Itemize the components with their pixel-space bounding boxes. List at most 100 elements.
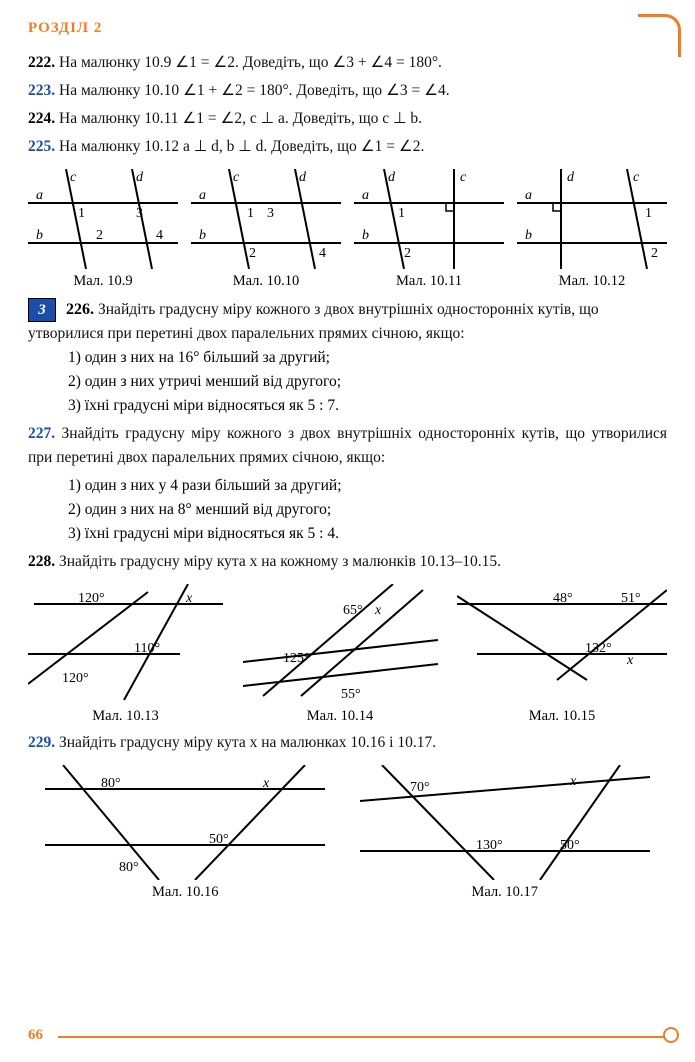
caption: Мал. 10.15: [457, 708, 667, 725]
caption: Мал. 10.11: [354, 273, 504, 290]
svg-text:b: b: [36, 228, 43, 243]
caption: Мал. 10.9: [28, 273, 178, 290]
diagrams-row-2: 120° x 110° 120° Мал. 10.13 65° x 125° 55° Мал…: [28, 584, 667, 725]
caption: Мал. 10.12: [517, 273, 667, 290]
svg-text:c: c: [233, 170, 240, 185]
svg-text:c: c: [70, 170, 77, 185]
svg-text:1: 1: [645, 206, 652, 221]
problem-226-sub1: 1) один з них на 16° більший за другий;: [68, 346, 667, 370]
problem-222: 222. На малюнку 10.9 ∠1 = ∠2. Доведіть, …: [28, 51, 667, 75]
svg-text:125°: 125°: [283, 651, 310, 666]
problem-227: 227. Знайдіть градусну міру кожного з дв…: [28, 422, 667, 470]
svg-text:70°: 70°: [410, 780, 430, 795]
caption: Мал. 10.16: [45, 884, 325, 901]
problem-text: На малюнку 10.9 ∠1 = ∠2. Доведіть, що ∠3…: [59, 54, 442, 71]
svg-text:b: b: [199, 228, 206, 243]
svg-text:2: 2: [249, 246, 256, 261]
problem-number: 223.: [28, 82, 55, 99]
svg-text:2: 2: [651, 246, 658, 261]
svg-text:110°: 110°: [134, 641, 160, 656]
svg-text:1: 1: [398, 206, 405, 221]
problem-227-sub2: 2) один з них на 8° менший від другого;: [68, 498, 667, 522]
svg-text:x: x: [374, 603, 382, 618]
svg-text:4: 4: [156, 228, 163, 243]
problem-229: 229. Знайдіть градусну міру кута x на ма…: [28, 731, 667, 755]
page-number: 66: [28, 1027, 43, 1044]
svg-text:x: x: [626, 653, 634, 668]
svg-text:1: 1: [247, 206, 254, 221]
svg-text:120°: 120°: [62, 671, 89, 686]
svg-text:x: x: [262, 776, 270, 791]
footer-circle-icon: [663, 1027, 679, 1043]
problem-227-sub1: 1) один з них у 4 рази більший за другий…: [68, 474, 667, 498]
caption: Мал. 10.10: [191, 273, 341, 290]
svg-text:3: 3: [136, 206, 143, 221]
diagram-10-13: 120° x 110° 120° Мал. 10.13: [28, 584, 223, 725]
diagram-10-9: c d a b 1 3 2 4 Мал. 10.9: [28, 169, 178, 290]
diagram-10-10: c d a b 13 2 4 Мал. 10.10: [191, 169, 341, 290]
page: РОЗДІЛ 2 222. На малюнку 10.9 ∠1 = ∠2. Д…: [0, 0, 695, 1062]
svg-text:a: a: [199, 188, 206, 203]
svg-text:51°: 51°: [621, 591, 641, 606]
svg-text:65°: 65°: [343, 603, 363, 618]
problem-number: 224.: [28, 110, 55, 127]
diagram-10-16: 80° x 80° 50° Мал. 10.16: [45, 765, 325, 901]
footer-line: [58, 1036, 673, 1038]
svg-text:132°: 132°: [585, 641, 612, 656]
svg-text:4: 4: [319, 246, 326, 261]
svg-text:a: a: [525, 188, 532, 203]
svg-text:c: c: [633, 170, 640, 185]
svg-text:120°: 120°: [78, 591, 105, 606]
svg-text:1: 1: [78, 206, 85, 221]
problem-227-sub3: 3) їхні градусні міри відносяться як 5 :…: [68, 522, 667, 546]
corner-decoration: [638, 14, 681, 57]
svg-text:b: b: [362, 228, 369, 243]
svg-text:50°: 50°: [560, 838, 580, 853]
svg-text:55°: 55°: [341, 687, 361, 702]
problem-text: Знайдіть градусну міру кожного з двох вн…: [28, 301, 599, 342]
svg-text:2: 2: [96, 228, 103, 243]
svg-text:d: d: [388, 170, 396, 185]
problem-225: 225. На малюнку 10.12 a ⊥ d, b ⊥ d. Дове…: [28, 135, 667, 159]
svg-text:80°: 80°: [101, 776, 121, 791]
problem-number: 227.: [28, 425, 55, 442]
svg-text:x: x: [185, 591, 193, 606]
problem-text: На малюнку 10.11 ∠1 = ∠2, c ⊥ a. Доведіт…: [59, 110, 422, 127]
diagram-10-15: 48° 51° 132° x Мал. 10.15: [457, 584, 667, 725]
problem-number: 229.: [28, 734, 55, 751]
svg-text:48°: 48°: [553, 591, 573, 606]
diagram-10-17: 70° x 130° 50° Мал. 10.17: [360, 765, 650, 901]
problem-text: На малюнку 10.12 a ⊥ d, b ⊥ d. Доведіть,…: [59, 138, 424, 155]
svg-text:3: 3: [267, 206, 274, 221]
problem-number: 225.: [28, 138, 55, 155]
diagram-10-11: d c a b 1 2 Мал. 10.11: [354, 169, 504, 290]
problem-228: 228. Знайдіть градусну міру кута x на ко…: [28, 550, 667, 574]
diagram-10-14: 65° x 125° 55° Мал. 10.14: [243, 584, 438, 725]
diagrams-row-1: cdab1324 Мал. 10.9 cdab1324 Мал. 10.10 d…: [28, 169, 667, 290]
problem-226: 3 226. Знайдіть градусну міру кожного з …: [28, 298, 667, 346]
caption: Мал. 10.14: [243, 708, 438, 725]
problem-226-sub2: 2) один з них утричі менший від другого;: [68, 370, 667, 394]
svg-text:130°: 130°: [476, 838, 503, 853]
problem-number: 222.: [28, 54, 55, 71]
caption: Мал. 10.17: [360, 884, 650, 901]
problem-223: 223. На малюнку 10.10 ∠1 + ∠2 = 180°. До…: [28, 79, 667, 103]
svg-text:d: d: [567, 170, 575, 185]
svg-text:d: d: [136, 170, 144, 185]
svg-text:80°: 80°: [119, 860, 139, 875]
svg-text:x: x: [569, 774, 577, 789]
svg-text:d: d: [299, 170, 307, 185]
caption: Мал. 10.13: [28, 708, 223, 725]
problem-text: Знайдіть градусну міру кута x на кожному…: [59, 553, 501, 570]
svg-text:c: c: [460, 170, 467, 185]
svg-text:a: a: [36, 188, 43, 203]
svg-text:2: 2: [404, 246, 411, 261]
diagram-10-12: dcab12 Мал. 10.12: [517, 169, 667, 290]
problem-224: 224. На малюнку 10.11 ∠1 = ∠2, c ⊥ a. До…: [28, 107, 667, 131]
problem-226-sub3: 3) їхні градусні міри відносяться як 5 :…: [68, 394, 667, 418]
section-header: РОЗДІЛ 2: [28, 20, 667, 37]
problem-number: 226.: [66, 301, 94, 318]
level-badge: 3: [28, 298, 56, 322]
svg-text:a: a: [362, 188, 369, 203]
svg-text:50°: 50°: [209, 832, 229, 847]
